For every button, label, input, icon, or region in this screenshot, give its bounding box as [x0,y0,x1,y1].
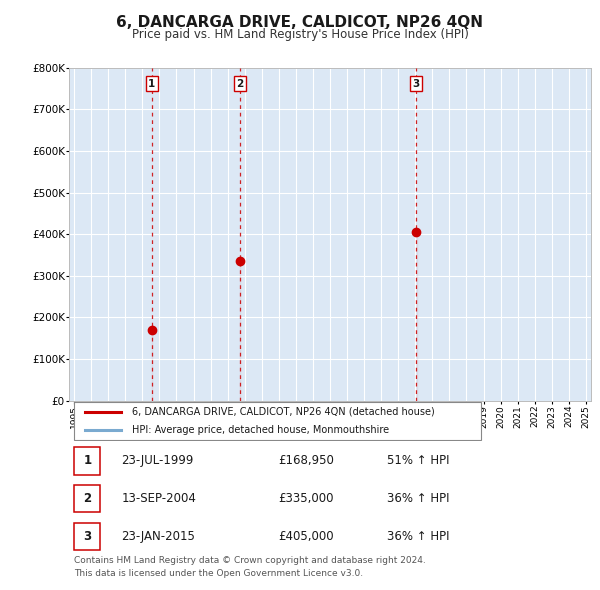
Text: 3: 3 [413,78,420,88]
Text: Price paid vs. HM Land Registry's House Price Index (HPI): Price paid vs. HM Land Registry's House … [131,28,469,41]
Text: £335,000: £335,000 [278,492,334,505]
Text: £405,000: £405,000 [278,530,334,543]
Text: 6, DANCARGA DRIVE, CALDICOT, NP26 4QN (detached house): 6, DANCARGA DRIVE, CALDICOT, NP26 4QN (d… [131,407,434,417]
Text: 36% ↑ HPI: 36% ↑ HPI [388,492,450,505]
FancyBboxPatch shape [74,523,100,550]
Text: 3: 3 [83,530,91,543]
Text: 6, DANCARGA DRIVE, CALDICOT, NP26 4QN: 6, DANCARGA DRIVE, CALDICOT, NP26 4QN [116,15,484,30]
FancyBboxPatch shape [74,485,100,513]
Text: 13-SEP-2004: 13-SEP-2004 [121,492,196,505]
Text: 23-JAN-2015: 23-JAN-2015 [121,530,195,543]
Text: Contains HM Land Registry data © Crown copyright and database right 2024.
This d: Contains HM Land Registry data © Crown c… [74,556,426,578]
Text: 2: 2 [236,78,244,88]
Text: 1: 1 [83,454,91,467]
Text: 36% ↑ HPI: 36% ↑ HPI [388,530,450,543]
Text: 1: 1 [148,78,155,88]
Text: £168,950: £168,950 [278,454,334,467]
Text: HPI: Average price, detached house, Monmouthshire: HPI: Average price, detached house, Monm… [131,425,389,435]
Text: 51% ↑ HPI: 51% ↑ HPI [388,454,450,467]
Text: 2: 2 [83,492,91,505]
Text: 23-JUL-1999: 23-JUL-1999 [121,454,194,467]
FancyBboxPatch shape [74,447,100,474]
FancyBboxPatch shape [74,402,481,440]
